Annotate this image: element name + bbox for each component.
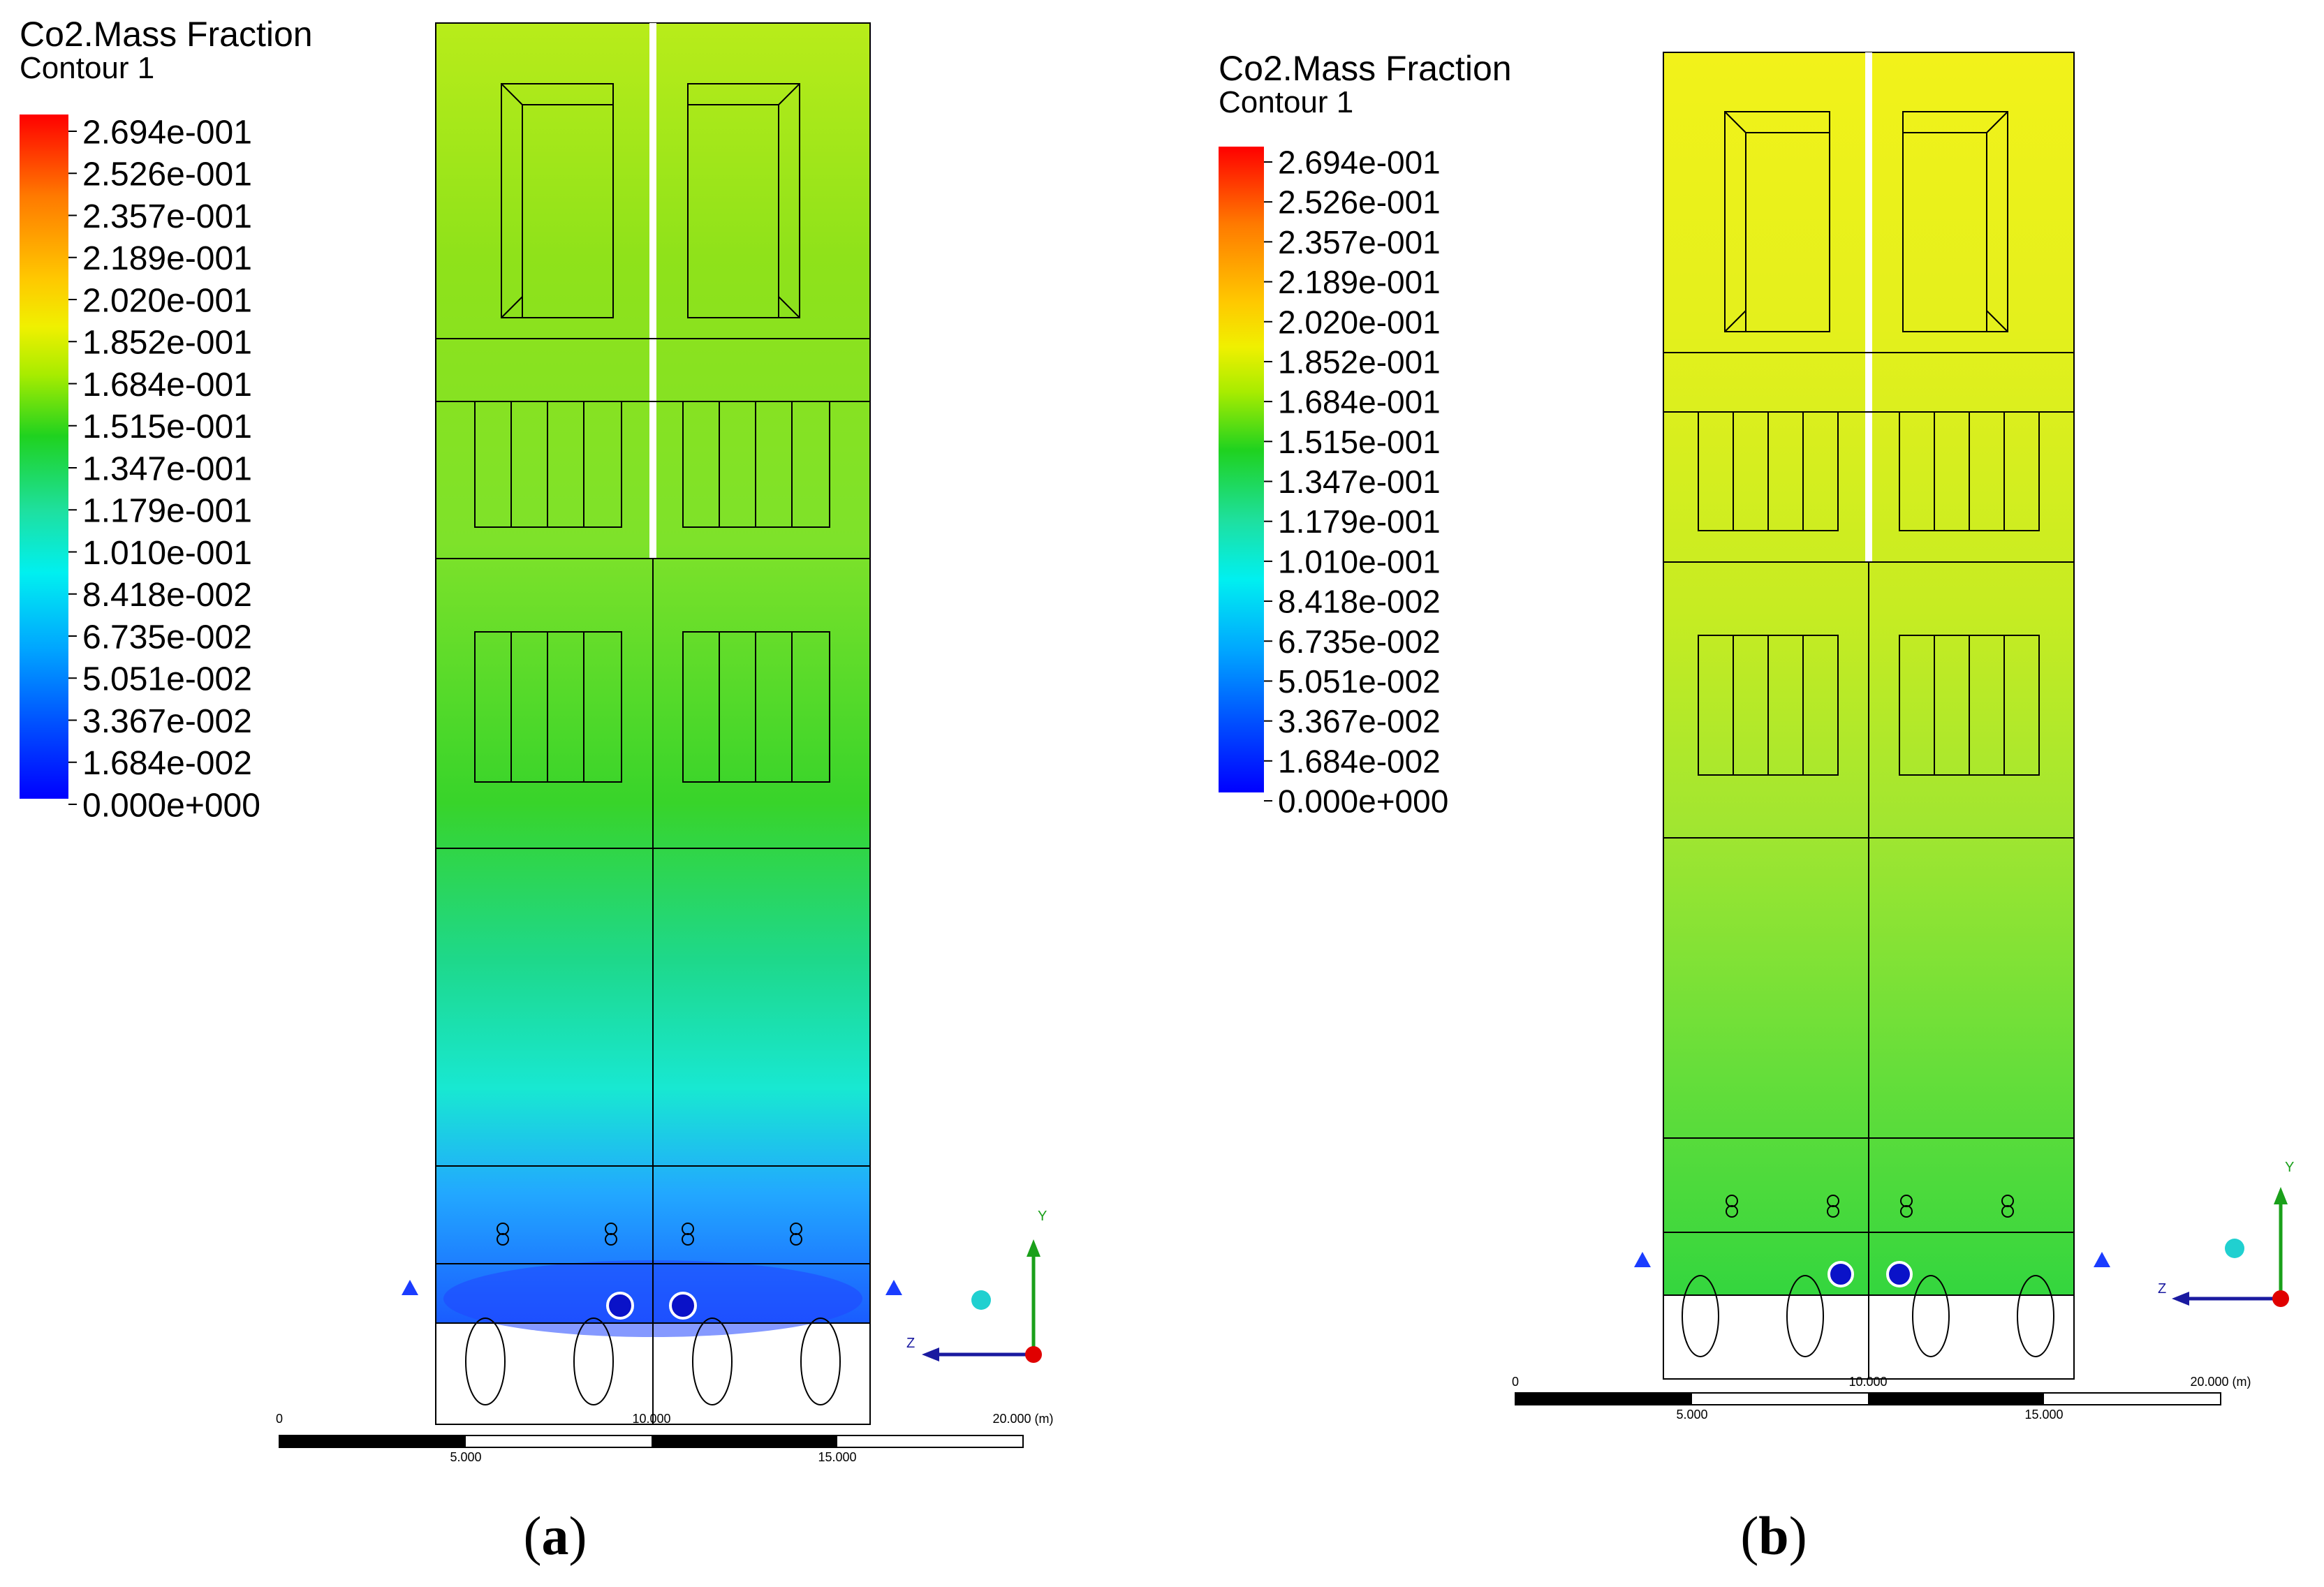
colorbar-tick-label-a: 2.694e-001 xyxy=(82,114,252,151)
colorbar-tick-label-a: 6.735e-002 xyxy=(82,619,252,656)
occupant-a1 xyxy=(606,1292,634,1320)
scale-bottom-b-1: 15.000 xyxy=(2024,1408,2063,1422)
occupant-b1 xyxy=(1827,1261,1854,1287)
colorbar-tick-label-a: 1.684e-001 xyxy=(82,367,252,404)
colorbar-tick-label-b: 1.179e-001 xyxy=(1278,503,1441,540)
scale-top-a-1: 10.000 xyxy=(632,1412,670,1426)
scale-bar-a: 0 10.000 20.000 (m) 5.000 15.000 xyxy=(276,1412,1054,1464)
colorbar-tick-label-a: 1.179e-001 xyxy=(82,493,252,530)
colorbar-b xyxy=(1219,147,1264,792)
equipment-outlines-b xyxy=(1663,111,2074,1357)
scale-bar-b: 0 10.000 20.000 (m) 5.000 15.000 xyxy=(1512,1375,2251,1422)
colorbar-tick-label-b: 1.010e-001 xyxy=(1278,543,1441,580)
scale-bottom-b-0: 5.000 xyxy=(1676,1408,1707,1422)
view-sphere-b xyxy=(2225,1239,2244,1258)
colorbar-tick-label-a: 0.000e+000 xyxy=(82,787,260,824)
colorbar-tick-label-b: 2.357e-001 xyxy=(1278,224,1441,260)
colorbar-tick-label-b: 1.684e-001 xyxy=(1278,384,1441,420)
inlet-left-b xyxy=(1634,1252,1651,1267)
inlet-left-a xyxy=(402,1280,418,1295)
scale-top-b-1: 10.000 xyxy=(1848,1375,1887,1389)
caption-a: (a) xyxy=(523,1505,587,1566)
colorbar-tick-label-a: 5.051e-002 xyxy=(82,661,252,698)
colorbar-tick-label-b: 6.735e-002 xyxy=(1278,623,1441,660)
panel-b: Co2.Mass Fraction Contour 1 2.694e-0012.… xyxy=(1219,49,2294,1422)
colorbar-tick-label-b: 5.051e-002 xyxy=(1278,663,1441,700)
colorbar-tick-label-b: 1.852e-001 xyxy=(1278,344,1441,380)
scale-bottom-a-0: 5.000 xyxy=(450,1450,481,1464)
colorbar-tick-label-b: 0.000e+000 xyxy=(1278,783,1448,820)
scale-bottom-a-1: 15.000 xyxy=(818,1450,856,1464)
scale-top-a-2: 20.000 (m) xyxy=(992,1412,1053,1426)
scale-top-b-2: 20.000 (m) xyxy=(2190,1375,2251,1389)
axis-z-a: Z xyxy=(906,1336,915,1351)
axis-y-b: Y xyxy=(2285,1160,2294,1175)
colorbar-a xyxy=(20,115,68,799)
colorbar-tick-label-a: 8.418e-002 xyxy=(82,577,252,614)
colorbar-tick-label-a: 1.347e-001 xyxy=(82,450,252,487)
colorbar-tick-label-a: 1.010e-001 xyxy=(82,535,252,572)
legend-title-a: Co2.Mass Fraction xyxy=(20,15,313,54)
colorbar-tick-label-b: 2.526e-001 xyxy=(1278,184,1441,221)
colorbar-tick-label-b: 2.694e-001 xyxy=(1278,145,1441,181)
colorbar-tick-label-a: 2.357e-001 xyxy=(82,198,252,235)
axis-z-b: Z xyxy=(2158,1281,2166,1297)
equipment-outlines-a xyxy=(436,83,870,1405)
caption-b: (b) xyxy=(1740,1505,1807,1566)
inlet-right-b xyxy=(2094,1252,2110,1267)
legend-subtitle-a: Contour 1 xyxy=(20,51,154,85)
colorbar-tick-label-b: 3.367e-002 xyxy=(1278,703,1441,739)
caption-letter-a: a xyxy=(541,1505,569,1566)
triad-origin-b xyxy=(2272,1290,2289,1307)
panel-a: Co2.Mass Fraction Contour 1 2.694e-0012.… xyxy=(20,15,1054,1464)
view-sphere-a xyxy=(971,1290,991,1310)
scale-top-b-0: 0 xyxy=(1512,1375,1519,1389)
colorbar-tick-label-b: 1.684e-002 xyxy=(1278,743,1441,779)
colorbar-tick-label-b: 2.189e-001 xyxy=(1278,264,1441,300)
colorbar-tick-label-a: 3.367e-002 xyxy=(82,703,252,740)
colorbar-tick-label-b: 1.347e-001 xyxy=(1278,464,1441,500)
caption-letter-b: b xyxy=(1758,1505,1789,1566)
inlet-right-a xyxy=(885,1280,902,1295)
legend-subtitle-b: Contour 1 xyxy=(1219,85,1353,119)
scale-top-a-0: 0 xyxy=(276,1412,283,1426)
legend-title-b: Co2.Mass Fraction xyxy=(1219,49,1512,88)
colorbar-tick-label-b: 2.020e-001 xyxy=(1278,304,1441,340)
colorbar-tick-label-a: 2.020e-001 xyxy=(82,282,252,319)
colorbar-tick-label-a: 2.526e-001 xyxy=(82,156,252,193)
colorbar-tick-label-b: 8.418e-002 xyxy=(1278,584,1441,620)
occupant-a2 xyxy=(669,1292,697,1320)
colorbar-tick-label-a: 1.684e-002 xyxy=(82,745,252,782)
colorbar-tick-label-a: 1.852e-001 xyxy=(82,325,252,362)
occupant-b2 xyxy=(1886,1261,1913,1287)
colorbar-tick-label-b: 1.515e-001 xyxy=(1278,424,1441,460)
colorbar-ticks-a: 2.694e-001 2.526e-001 2.357e-001 2.189e-001… xyxy=(68,114,260,824)
colorbar-tick-label-a: 2.189e-001 xyxy=(82,240,252,277)
colorbar-tick-label-a: 1.515e-001 xyxy=(82,408,252,445)
triad-origin-a xyxy=(1025,1346,1042,1363)
axis-y-a: Y xyxy=(1038,1209,1047,1224)
